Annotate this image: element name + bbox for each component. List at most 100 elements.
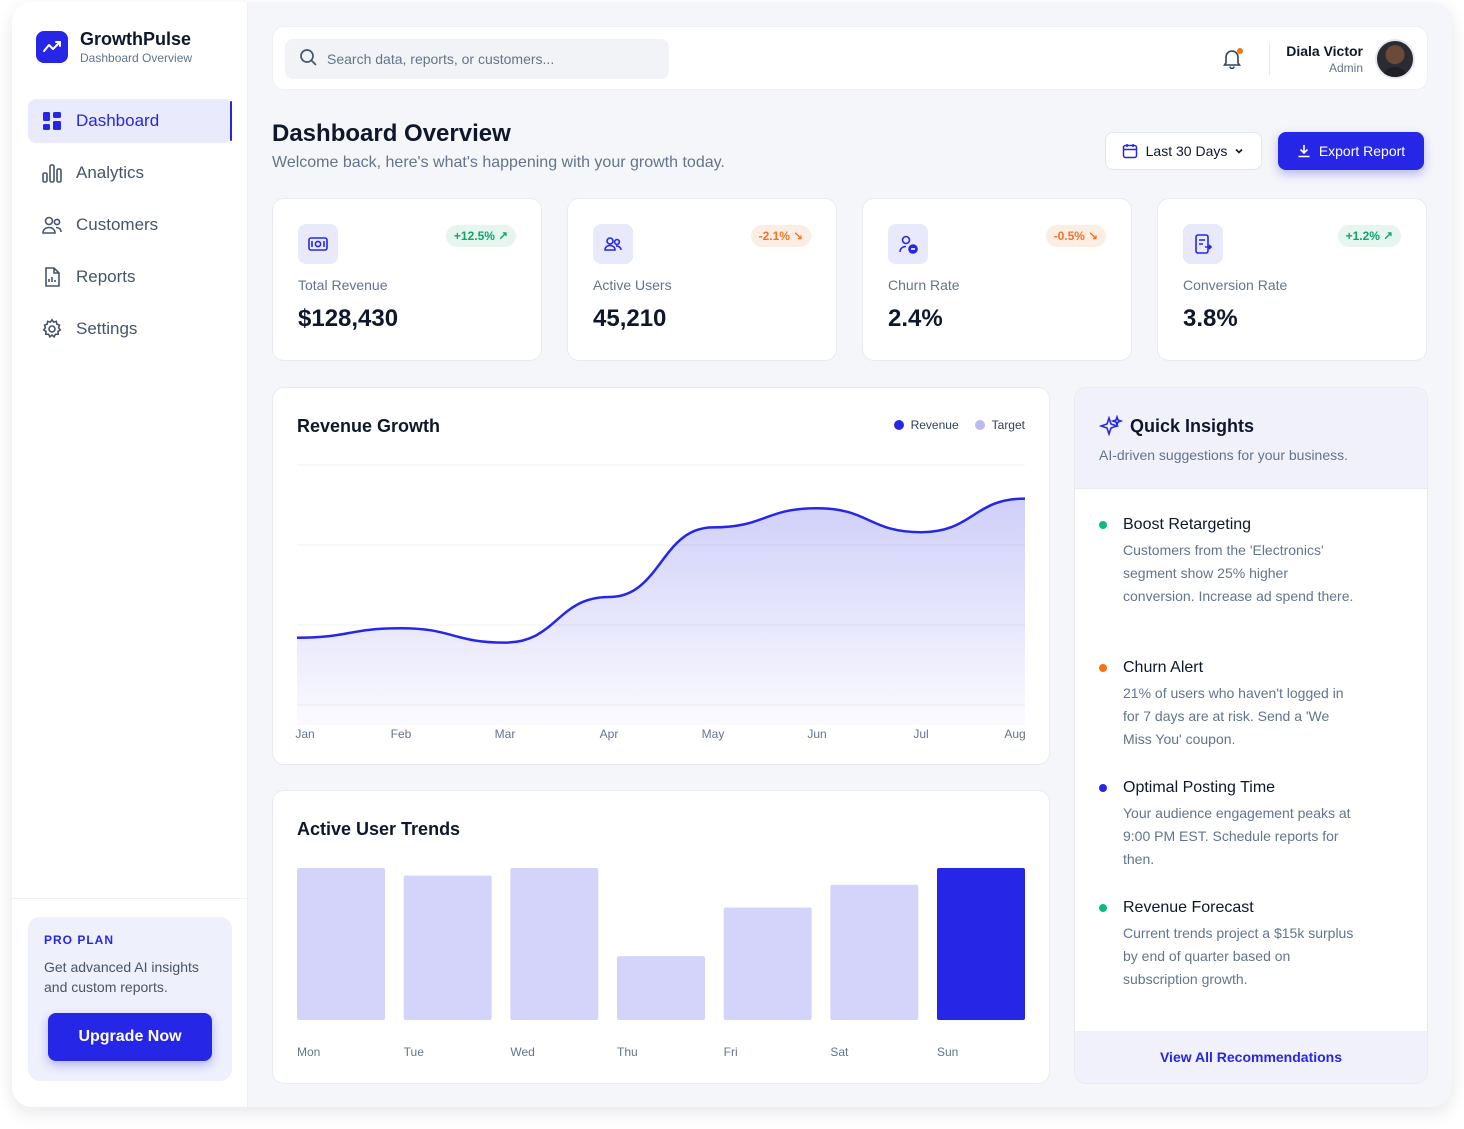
brand[interactable]: GrowthPulse Dashboard Overview xyxy=(36,29,192,65)
insights-header: Quick Insights AI-driven suggestions for… xyxy=(1075,388,1427,489)
bar-wed[interactable] xyxy=(510,868,599,1020)
insight-title: Optimal Posting Time xyxy=(1123,779,1276,796)
app-window: GrowthPulse Dashboard Overview Dashboard… xyxy=(12,2,1452,1107)
x-tick-label: Tue xyxy=(404,1045,425,1059)
insight-item[interactable]: Revenue Forecast Current trends project … xyxy=(1099,899,1399,991)
sidebar-item-dashboard[interactable]: Dashboard xyxy=(28,99,232,143)
quick-insights-panel: Quick Insights AI-driven suggestions for… xyxy=(1074,387,1428,1084)
stat-value: 45,210 xyxy=(593,305,667,332)
brand-name: GrowthPulse xyxy=(80,29,192,49)
insight-item[interactable]: Boost Retargeting Customers from the 'El… xyxy=(1099,516,1399,608)
status-dot xyxy=(1099,521,1107,529)
chart-title: Active User Trends xyxy=(297,819,461,839)
x-tick-label: Sun xyxy=(937,1045,958,1059)
stat-card-conversion-rate: +1.2% ↗ Conversion Rate 3.8% xyxy=(1157,198,1427,361)
users-icon xyxy=(41,214,63,236)
user-role: Admin xyxy=(1328,61,1363,75)
search-box[interactable] xyxy=(285,39,669,79)
sidebar: GrowthPulse Dashboard Overview Dashboard… xyxy=(12,2,248,1107)
active-user-trends-card: Active User Trends Mon Tue Wed Thu Fri Sat Sun xyxy=(272,790,1050,1084)
insight-text: Your audience engagement peaks at 9:00 P… xyxy=(1123,805,1351,867)
sidebar-item-analytics[interactable]: Analytics xyxy=(28,151,232,195)
export-report-button[interactable]: Export Report xyxy=(1278,132,1424,170)
sidebar-item-customers[interactable]: Customers xyxy=(28,203,232,247)
sidebar-item-label: Dashboard xyxy=(76,111,160,130)
users-icon xyxy=(593,224,633,264)
insight-item[interactable]: Optimal Posting Time Your audience engag… xyxy=(1099,779,1399,871)
document-icon xyxy=(41,266,63,288)
x-tick-label: Mon xyxy=(297,1045,320,1059)
legend-target: Target xyxy=(974,418,1025,432)
user-bar-chart: Mon Tue Wed Thu Fri Sat Sun xyxy=(297,868,1025,1059)
insight-title: Churn Alert xyxy=(1123,659,1204,676)
search-icon xyxy=(299,48,317,71)
trend-down-icon: ↘ xyxy=(792,229,803,243)
main-content: Diala Victor Admin Dashboard Overview We… xyxy=(248,2,1452,1107)
chart-title: Revenue Growth xyxy=(297,416,441,436)
topbar: Diala Victor Admin xyxy=(272,26,1428,90)
download-icon xyxy=(1297,144,1311,158)
calendar-icon xyxy=(1122,143,1138,159)
x-tick-label: May xyxy=(702,727,725,741)
sidebar-item-label: Settings xyxy=(76,319,138,338)
date-range-label: Last 30 Days xyxy=(1145,143,1228,159)
pro-plan-title: PRO PLAN xyxy=(44,933,115,947)
trend-up-badge: +12.5% ↗ xyxy=(445,225,516,247)
brand-subtitle: Dashboard Overview xyxy=(80,51,193,65)
sidebar-footer: PRO PLAN Get advanced AI insights and cu… xyxy=(12,898,248,1107)
pro-plan-description: Get advanced AI insights and custom repo… xyxy=(44,959,199,995)
money-icon xyxy=(298,224,338,264)
sidebar-item-label: Reports xyxy=(76,267,136,286)
x-tick-label: Thu xyxy=(617,1045,638,1059)
stat-card-active-users: -2.1% ↘ Active Users 45,210 xyxy=(567,198,837,361)
page-title: Dashboard Overview xyxy=(272,120,511,147)
bar-fri[interactable] xyxy=(723,907,812,1020)
revenue-area-fill xyxy=(297,498,1025,725)
user-profile[interactable]: Diala Victor Admin xyxy=(1286,39,1415,79)
pro-plan-card: PRO PLAN Get advanced AI insights and cu… xyxy=(28,917,232,1081)
search-input[interactable] xyxy=(327,51,657,67)
insight-title: Boost Retargeting xyxy=(1123,516,1252,533)
bar-mon[interactable] xyxy=(297,868,385,1020)
date-range-dropdown[interactable]: Last 30 Days xyxy=(1105,132,1262,170)
sidebar-item-settings[interactable]: Settings xyxy=(28,307,232,351)
stat-value: $128,430 xyxy=(298,305,399,332)
bar-sat[interactable] xyxy=(830,884,919,1020)
insight-text: Customers from the 'Electronics' segment… xyxy=(1123,542,1354,604)
bar-tue[interactable] xyxy=(403,875,492,1020)
legend-revenue: Revenue xyxy=(893,418,959,432)
user-name: Diala Victor xyxy=(1286,43,1363,59)
notification-dot xyxy=(1237,48,1243,54)
divider xyxy=(1269,43,1270,75)
export-label: Export Report xyxy=(1318,143,1406,159)
trend-down-icon: ↘ xyxy=(1087,229,1098,243)
upgrade-button[interactable]: Upgrade Now xyxy=(48,1013,212,1061)
grid-icon xyxy=(41,110,63,132)
trend-down-badge: -2.1% ↘ xyxy=(750,225,811,247)
status-dot xyxy=(1099,904,1107,912)
x-tick-label: Aug xyxy=(1004,727,1025,741)
stat-label: Conversion Rate xyxy=(1183,277,1288,293)
insights-subtitle: AI-driven suggestions for your business. xyxy=(1099,447,1349,463)
revenue-area-chart: Jan Feb Mar Apr May Jun Jul Aug xyxy=(295,464,1026,741)
avatar[interactable] xyxy=(1375,39,1415,79)
stat-label: Churn Rate xyxy=(888,277,960,293)
sidebar-item-label: Customers xyxy=(76,215,159,234)
insight-item[interactable]: Churn Alert 21% of users who haven't log… xyxy=(1099,659,1399,751)
sidebar-item-reports[interactable]: Reports xyxy=(28,255,232,299)
insight-text: Current trends project a $15k surplus by… xyxy=(1123,925,1354,987)
revenue-line xyxy=(296,497,1026,644)
sparkles-icon xyxy=(1098,414,1124,444)
trend-logo-icon xyxy=(36,31,68,63)
user-minus-icon xyxy=(888,224,928,264)
view-all-recommendations-link[interactable]: View All Recommendations xyxy=(1075,1031,1427,1083)
x-tick-label: Jan xyxy=(295,727,314,741)
x-tick-label: Apr xyxy=(600,727,619,741)
stat-card-churn-rate: -0.5% ↘ Churn Rate 2.4% xyxy=(862,198,1132,361)
sidebar-nav: Dashboard Analytics Customers Reports xyxy=(28,99,232,359)
bar-sun[interactable] xyxy=(937,868,1025,1020)
bar-thu[interactable] xyxy=(617,956,705,1020)
x-tick-label: Sat xyxy=(830,1045,849,1059)
notification-bell-icon[interactable] xyxy=(1221,47,1245,71)
status-dot xyxy=(1099,664,1107,672)
